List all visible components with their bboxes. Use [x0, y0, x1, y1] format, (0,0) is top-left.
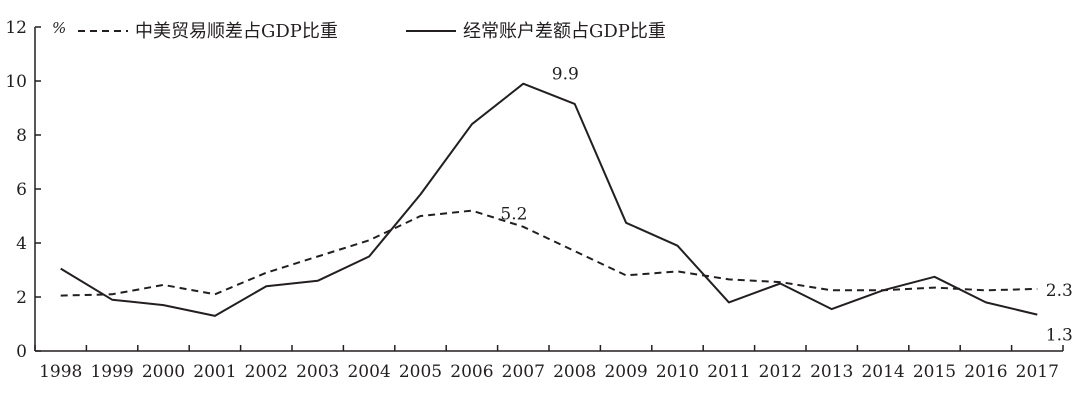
x-tick-label: 2015: [913, 362, 956, 382]
series-layer: [60, 82, 1038, 317]
x-tick-label: 2000: [142, 362, 185, 382]
x-tick-label: 1999: [90, 362, 133, 382]
x-tick-label: 2008: [553, 362, 596, 382]
x-tick-label: 2016: [964, 362, 1007, 382]
x-tick-label: 2006: [450, 362, 493, 382]
x-tick-label: 2014: [861, 362, 904, 382]
x-tick-label: 2009: [604, 362, 647, 382]
series-line-current-account: [60, 82, 1038, 317]
data-label: 1.3: [1046, 326, 1073, 346]
x-tick-label: 2007: [502, 362, 545, 382]
x-tick-label: 2001: [193, 362, 236, 382]
axes: 0 2 4 6 8 10 12 1998 1999 2000 2001 2002 2003 2004 200…: [5, 18, 1064, 382]
y-tick-label: 4: [16, 234, 27, 254]
series-line-trade-surplus: [60, 209, 1038, 297]
x-tick-label: 2012: [759, 362, 802, 382]
legend-label-trade-surplus: 中美贸易顺差占GDP比重: [135, 21, 338, 42]
y-tick-label: 6: [16, 180, 27, 200]
legend: 中美贸易顺差占GDP比重 经常账户差额占GDP比重: [78, 21, 666, 42]
x-tick-label: 2013: [810, 362, 853, 382]
data-label: 5.2: [500, 205, 527, 225]
legend-label-current-account: 经常账户差额占GDP比重: [463, 21, 666, 42]
x-tick-label: 2004: [347, 362, 390, 382]
y-tick-label: 2: [16, 288, 27, 308]
y-tick-label: 12: [5, 18, 27, 38]
x-tick-label: 2002: [245, 362, 288, 382]
y-tick-label: 0: [16, 342, 27, 362]
x-tick-label: 2010: [656, 362, 699, 382]
data-labels: 9.9 5.2 2.3 1.3: [500, 65, 1072, 346]
y-unit-label: %: [52, 19, 66, 37]
x-tick-label: 2003: [296, 362, 339, 382]
x-tick-label: 1998: [39, 362, 82, 382]
data-label: 9.9: [552, 65, 579, 85]
y-tick-label: 8: [16, 126, 27, 146]
x-tick-label: 2005: [399, 362, 442, 382]
y-tick-label: 10: [5, 72, 27, 92]
data-label: 2.3: [1046, 281, 1073, 301]
x-tick-label: 2017: [1016, 362, 1059, 382]
x-tick-label: 2011: [707, 362, 750, 382]
